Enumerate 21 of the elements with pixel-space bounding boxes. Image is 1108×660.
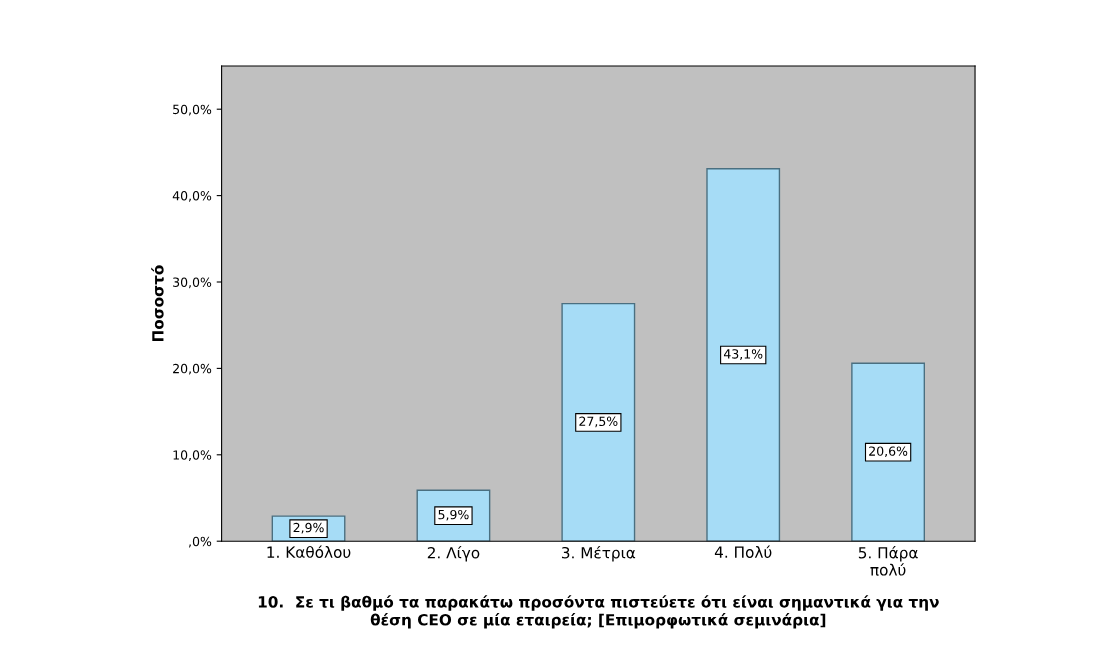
y-tick-label: 30,0% [173, 277, 212, 289]
data-label: 27,5% [579, 416, 618, 428]
data-label: 2,9% [293, 522, 324, 534]
x-axis-title: 10. Σε τι βαθμό τα παρακάτω προσόντα πιστεύετε ότι είναι σημαντικά για την θέση CEO σε μία εταιρεία; [Επιμορφωτικά σεμινάρια] [258, 595, 939, 629]
bar [561, 302, 636, 542]
y-axis-title: Ποσοστό [151, 265, 164, 342]
data-label: 43,1% [723, 349, 763, 360]
x-tick-label: 5. Πάρα πολύ [858, 546, 918, 576]
y-tick-label: 10,0% [173, 450, 212, 461]
bar [851, 362, 926, 542]
data-label: 20,6% [869, 446, 908, 458]
x-tick-label: 2. Λίγο [427, 546, 480, 562]
x-tick-label: 1. Καθόλου [267, 545, 351, 558]
y-tick-label: 50,0% [173, 104, 212, 116]
bar [706, 168, 781, 542]
x-tick-label: 3. Μέτρια [561, 546, 636, 562]
y-tick-label: 40,0% [172, 191, 212, 202]
y-tick-label: ,0% [189, 536, 212, 548]
x-tick-label: 4. Πολύ [714, 545, 772, 558]
y-tick-label: 20,0% [173, 363, 212, 375]
data-label: 5,9% [438, 509, 469, 521]
